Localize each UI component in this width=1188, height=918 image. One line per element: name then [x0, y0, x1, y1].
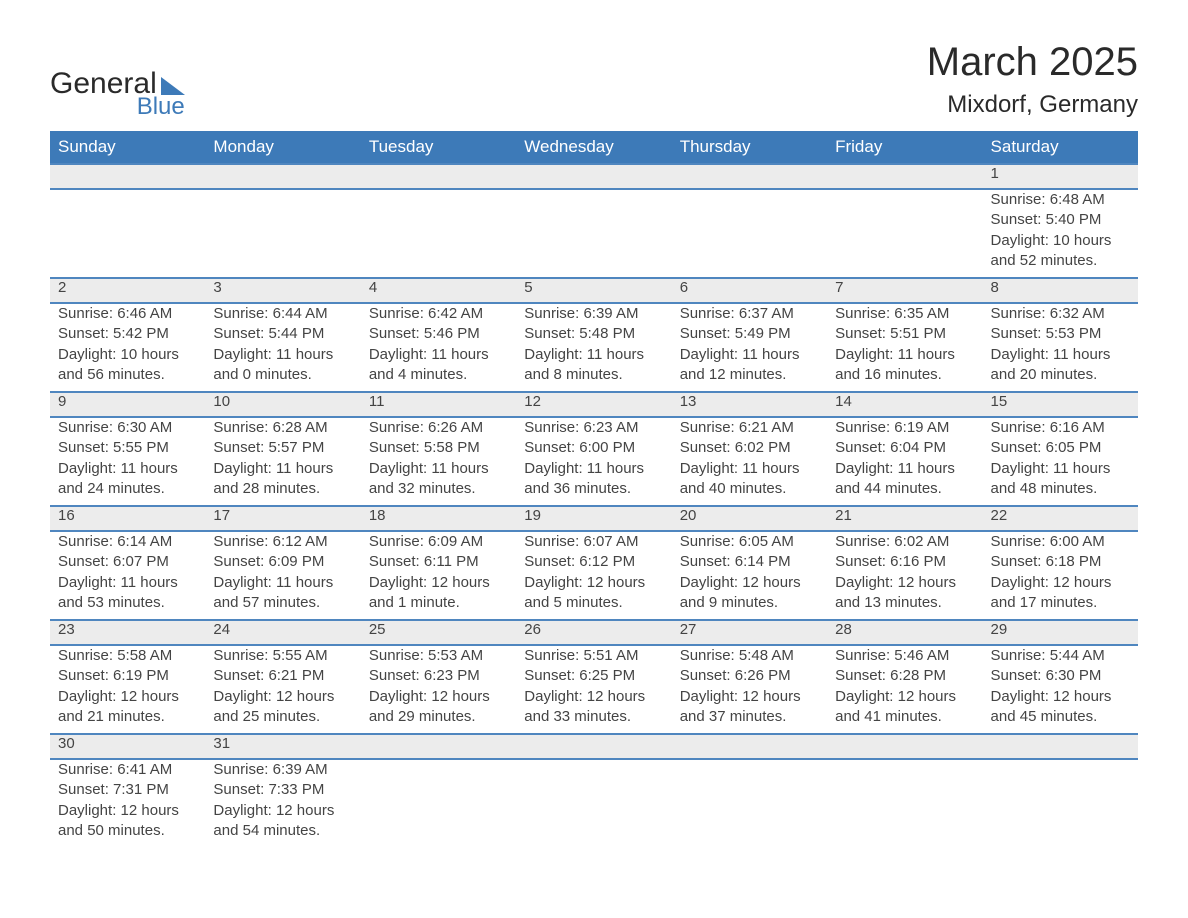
day-details-cell: Sunrise: 6:41 AMSunset: 7:31 PMDaylight:… [50, 759, 205, 847]
day-details-cell: Sunrise: 6:23 AMSunset: 6:00 PMDaylight:… [516, 417, 671, 506]
day-number-cell: 21 [827, 506, 982, 531]
day-number-cell: 25 [361, 620, 516, 645]
day-number-cell [516, 734, 671, 759]
day-number-cell [50, 164, 205, 189]
day-details-cell: Sunrise: 6:19 AMSunset: 6:04 PMDaylight:… [827, 417, 982, 506]
day-details-cell: Sunrise: 5:46 AMSunset: 6:28 PMDaylight:… [827, 645, 982, 734]
day-number-cell: 4 [361, 278, 516, 303]
day-details-cell: Sunrise: 6:44 AMSunset: 5:44 PMDaylight:… [205, 303, 360, 392]
day-details-cell: Sunrise: 5:53 AMSunset: 6:23 PMDaylight:… [361, 645, 516, 734]
location-label: Mixdorf, Germany [927, 91, 1138, 119]
logo: General Blue [50, 69, 185, 119]
day-number-cell: 7 [827, 278, 982, 303]
day-number-cell [983, 734, 1138, 759]
col-header: Thursday [672, 131, 827, 164]
day-number-cell: 29 [983, 620, 1138, 645]
day-number-cell: 10 [205, 392, 360, 417]
day-details-cell [361, 759, 516, 847]
day-details-cell [361, 189, 516, 278]
day-number-cell [205, 164, 360, 189]
day-details-cell: Sunrise: 6:16 AMSunset: 6:05 PMDaylight:… [983, 417, 1138, 506]
day-number-cell: 30 [50, 734, 205, 759]
day-number-cell [672, 734, 827, 759]
day-details-cell: Sunrise: 6:21 AMSunset: 6:02 PMDaylight:… [672, 417, 827, 506]
day-details-cell: Sunrise: 6:07 AMSunset: 6:12 PMDaylight:… [516, 531, 671, 620]
col-header: Friday [827, 131, 982, 164]
day-details-cell [672, 189, 827, 278]
day-details-cell: Sunrise: 6:37 AMSunset: 5:49 PMDaylight:… [672, 303, 827, 392]
day-details-cell: Sunrise: 6:26 AMSunset: 5:58 PMDaylight:… [361, 417, 516, 506]
day-details-cell: Sunrise: 5:48 AMSunset: 6:26 PMDaylight:… [672, 645, 827, 734]
day-number-cell [672, 164, 827, 189]
day-details-cell: Sunrise: 5:55 AMSunset: 6:21 PMDaylight:… [205, 645, 360, 734]
col-header: Saturday [983, 131, 1138, 164]
day-number-cell: 19 [516, 506, 671, 531]
day-details-cell: Sunrise: 5:51 AMSunset: 6:25 PMDaylight:… [516, 645, 671, 734]
day-number-cell: 23 [50, 620, 205, 645]
day-number-cell: 24 [205, 620, 360, 645]
day-details-cell: Sunrise: 6:30 AMSunset: 5:55 PMDaylight:… [50, 417, 205, 506]
day-number-cell: 17 [205, 506, 360, 531]
day-details-cell [827, 189, 982, 278]
day-number-cell: 5 [516, 278, 671, 303]
day-details-cell: Sunrise: 6:46 AMSunset: 5:42 PMDaylight:… [50, 303, 205, 392]
day-number-cell: 20 [672, 506, 827, 531]
day-number-cell: 31 [205, 734, 360, 759]
day-number-cell: 12 [516, 392, 671, 417]
day-details-cell: Sunrise: 5:44 AMSunset: 6:30 PMDaylight:… [983, 645, 1138, 734]
day-details-cell: Sunrise: 6:48 AMSunset: 5:40 PMDaylight:… [983, 189, 1138, 278]
day-number-cell [361, 734, 516, 759]
day-details-cell: Sunrise: 6:32 AMSunset: 5:53 PMDaylight:… [983, 303, 1138, 392]
col-header: Wednesday [516, 131, 671, 164]
day-details-cell: Sunrise: 6:39 AMSunset: 5:48 PMDaylight:… [516, 303, 671, 392]
day-details-cell [672, 759, 827, 847]
day-number-cell: 15 [983, 392, 1138, 417]
day-number-cell [516, 164, 671, 189]
day-number-cell: 6 [672, 278, 827, 303]
day-details-cell: Sunrise: 6:12 AMSunset: 6:09 PMDaylight:… [205, 531, 360, 620]
day-number-cell: 16 [50, 506, 205, 531]
day-details-cell: Sunrise: 6:09 AMSunset: 6:11 PMDaylight:… [361, 531, 516, 620]
day-details-cell: Sunrise: 6:28 AMSunset: 5:57 PMDaylight:… [205, 417, 360, 506]
day-number-cell [361, 164, 516, 189]
day-number-cell [827, 164, 982, 189]
day-details-cell: Sunrise: 6:00 AMSunset: 6:18 PMDaylight:… [983, 531, 1138, 620]
col-header: Sunday [50, 131, 205, 164]
day-number-cell: 14 [827, 392, 982, 417]
day-number-cell: 22 [983, 506, 1138, 531]
logo-text-blue: Blue [50, 95, 185, 119]
day-details-cell [205, 189, 360, 278]
logo-triangle-icon [161, 77, 185, 95]
day-details-cell: Sunrise: 6:05 AMSunset: 6:14 PMDaylight:… [672, 531, 827, 620]
day-details-cell [516, 759, 671, 847]
day-details-cell [827, 759, 982, 847]
day-number-cell: 2 [50, 278, 205, 303]
day-details-cell: Sunrise: 5:58 AMSunset: 6:19 PMDaylight:… [50, 645, 205, 734]
day-number-cell: 3 [205, 278, 360, 303]
day-number-cell: 8 [983, 278, 1138, 303]
day-details-cell [516, 189, 671, 278]
day-details-cell: Sunrise: 6:39 AMSunset: 7:33 PMDaylight:… [205, 759, 360, 847]
day-details-cell [983, 759, 1138, 847]
col-header: Monday [205, 131, 360, 164]
day-number-cell: 13 [672, 392, 827, 417]
calendar-table: SundayMondayTuesdayWednesdayThursdayFrid… [50, 131, 1138, 847]
day-number-cell: 26 [516, 620, 671, 645]
day-details-cell: Sunrise: 6:02 AMSunset: 6:16 PMDaylight:… [827, 531, 982, 620]
day-details-cell: Sunrise: 6:14 AMSunset: 6:07 PMDaylight:… [50, 531, 205, 620]
day-number-cell: 1 [983, 164, 1138, 189]
day-number-cell: 9 [50, 392, 205, 417]
page-title: March 2025 [927, 40, 1138, 85]
day-number-cell: 28 [827, 620, 982, 645]
day-number-cell: 11 [361, 392, 516, 417]
day-number-cell [827, 734, 982, 759]
day-details-cell: Sunrise: 6:35 AMSunset: 5:51 PMDaylight:… [827, 303, 982, 392]
day-details-cell: Sunrise: 6:42 AMSunset: 5:46 PMDaylight:… [361, 303, 516, 392]
day-details-cell [50, 189, 205, 278]
col-header: Tuesday [361, 131, 516, 164]
day-number-cell: 18 [361, 506, 516, 531]
day-number-cell: 27 [672, 620, 827, 645]
